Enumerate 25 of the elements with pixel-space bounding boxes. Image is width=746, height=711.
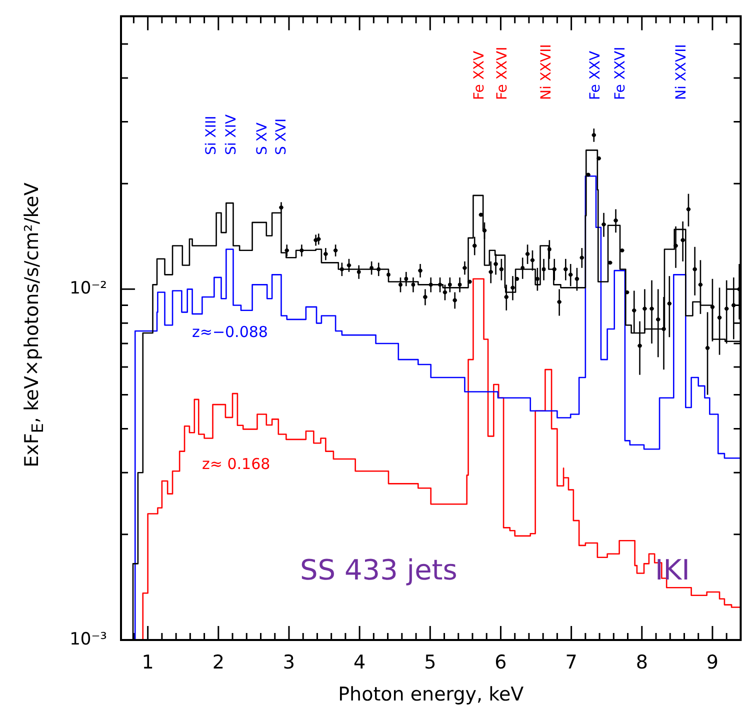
annotation: Fe XXVI xyxy=(612,46,629,100)
x-tick-label: 9 xyxy=(706,651,719,674)
x-tick-label: 5 xyxy=(424,651,436,674)
x-tick-label: 6 xyxy=(494,651,507,674)
annotation: Fe XXV xyxy=(472,50,488,100)
x-tick-label: 2 xyxy=(212,651,224,674)
annotation: S XV xyxy=(254,122,271,155)
annotation: Ni XXVII xyxy=(538,44,555,100)
annotation: Si XIII xyxy=(204,116,220,155)
annotation: Fe XXV xyxy=(588,50,604,100)
series-label: z≈ 0.168 xyxy=(202,454,270,473)
annotation: S XVI xyxy=(274,118,290,155)
x-tick-label: 3 xyxy=(282,651,296,674)
x-tick-label: 8 xyxy=(636,651,648,674)
annotation: Ni XXVII xyxy=(674,44,690,100)
annotation: Fe XXVI xyxy=(494,46,511,100)
y-tick-label: 10⁻³ xyxy=(70,629,107,650)
x-axis-title: Photon energy, keV xyxy=(338,684,524,706)
x-tick-label: 7 xyxy=(565,651,578,674)
annotation: SS 433 jets xyxy=(300,553,458,586)
x-tick-label: 4 xyxy=(354,651,366,674)
series-label: z≈−0.088 xyxy=(192,322,268,341)
annotation: Si XIV xyxy=(224,114,240,155)
y-tick-label: 10⁻² xyxy=(70,278,107,299)
x-tick-label: 1 xyxy=(142,651,154,674)
